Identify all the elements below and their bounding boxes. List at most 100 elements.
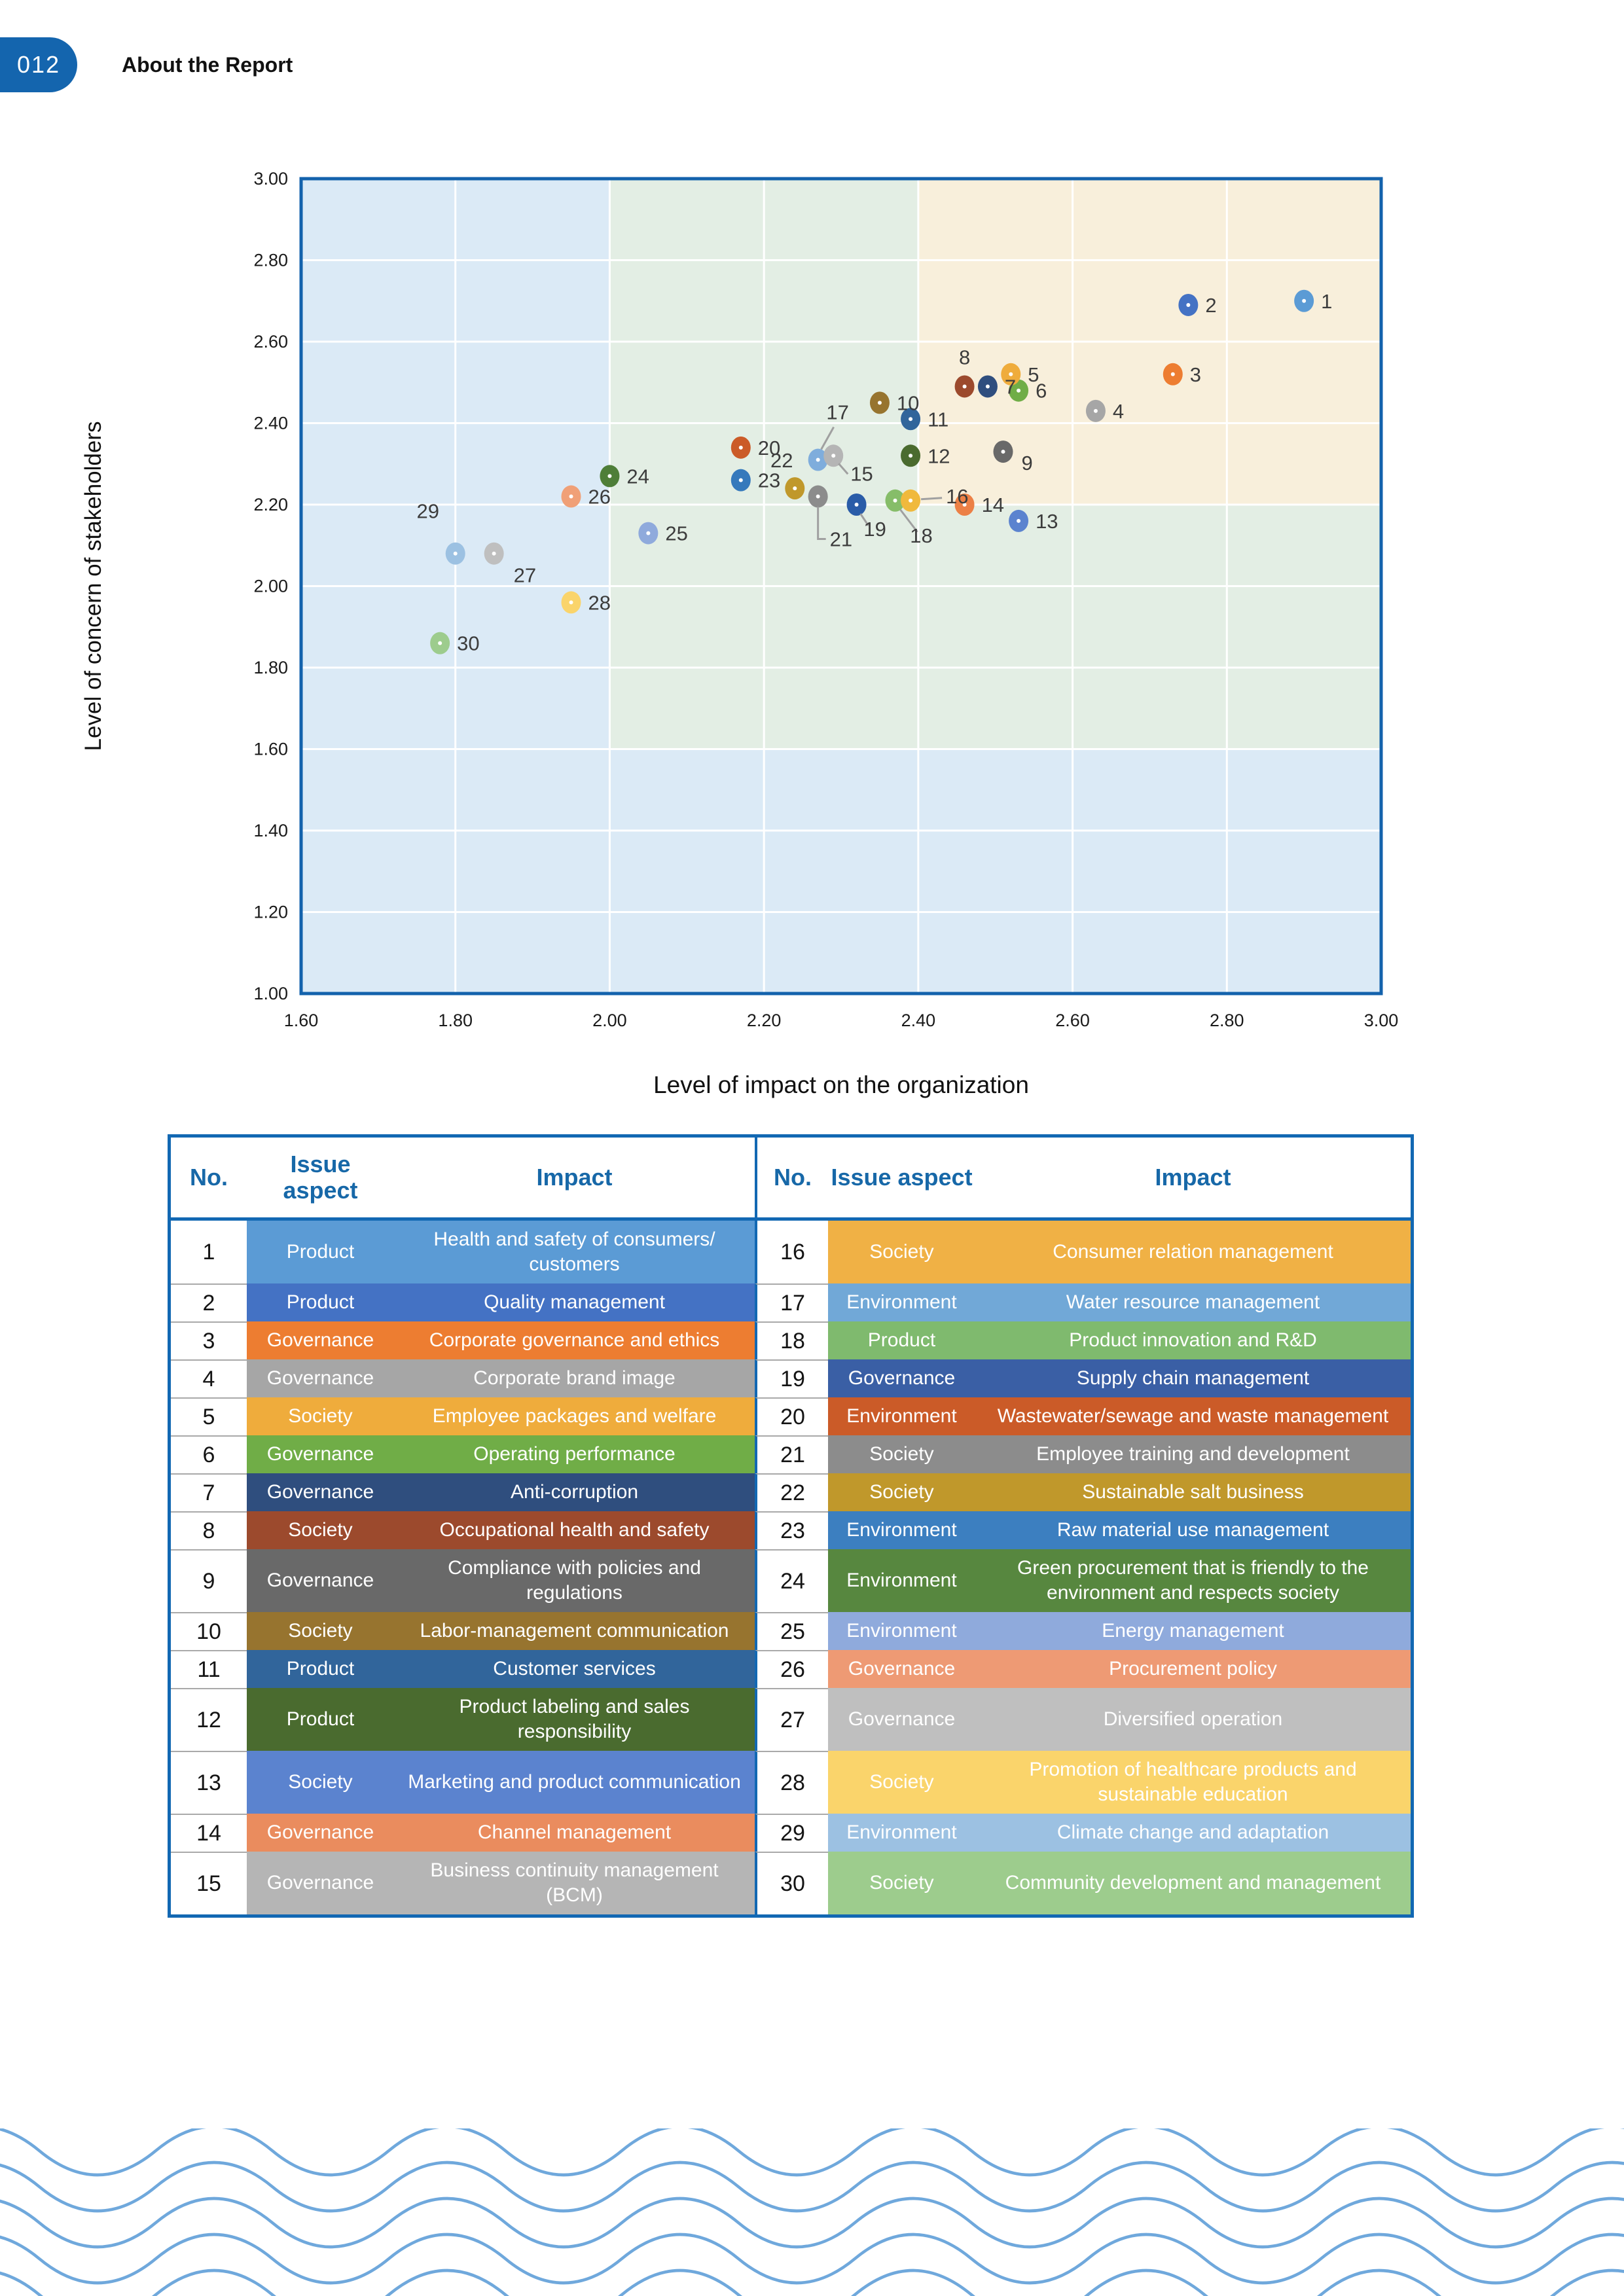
issue-aspect-22: Society bbox=[869, 1481, 934, 1503]
header-impact-right: Impact bbox=[1155, 1164, 1231, 1191]
scatter-point-dot bbox=[1017, 388, 1021, 393]
issue-aspect-26: Governance bbox=[848, 1658, 956, 1679]
leader-line-15 bbox=[838, 463, 849, 475]
issue-band-3: Governance Corporate governance and ethic… bbox=[247, 1321, 755, 1359]
issue-no-17: 17 bbox=[755, 1283, 828, 1321]
scatter-point-dot bbox=[909, 498, 913, 503]
point-label-20: 20 bbox=[758, 437, 780, 459]
issue-aspect-28: Society bbox=[869, 1771, 934, 1793]
scatter-plot: 1234567891011121314151617181920212223242… bbox=[81, 169, 1399, 1098]
issue-band-2: Product Quality management bbox=[247, 1283, 755, 1321]
scatter-point-dot bbox=[877, 401, 882, 405]
point-label-7: 7 bbox=[1005, 375, 1016, 398]
issue-no-23: 23 bbox=[755, 1511, 828, 1549]
issue-band-25: Environment Energy management bbox=[828, 1612, 1411, 1650]
issue-impact-16: Consumer relation management bbox=[1053, 1241, 1333, 1263]
x-tick-label: 3.00 bbox=[1364, 1011, 1399, 1030]
issue-no-14: 14 bbox=[171, 1814, 247, 1852]
point-label-16: 16 bbox=[946, 485, 968, 508]
point-label-9: 9 bbox=[1022, 452, 1033, 475]
scatter-point-dot bbox=[569, 600, 573, 605]
scatter-point-dot bbox=[1170, 372, 1175, 376]
issue-impact-7: Anti-corruption bbox=[510, 1481, 639, 1503]
issue-aspect-29: Environment bbox=[846, 1821, 957, 1843]
scatter-point-dot bbox=[738, 445, 743, 450]
wave-line bbox=[0, 2197, 1624, 2249]
point-label-13: 13 bbox=[1036, 510, 1058, 533]
y-tick-label: 1.80 bbox=[253, 658, 288, 677]
point-label-23: 23 bbox=[758, 469, 780, 492]
wave-line bbox=[0, 2128, 1624, 2177]
table-row-pair: 5 Society Employee packages and welfare 20 E… bbox=[171, 1397, 1411, 1435]
issue-aspect-7: Governance bbox=[266, 1481, 374, 1503]
issue-aspect-25: Environment bbox=[846, 1620, 957, 1641]
page-number-badge: 012 bbox=[0, 37, 77, 92]
issue-no-16: 16 bbox=[755, 1221, 828, 1283]
issue-impact-29: Climate change and adaptation bbox=[1056, 1821, 1329, 1843]
leader-line-18 bbox=[899, 509, 918, 533]
issue-aspect-12: Product bbox=[286, 1708, 355, 1730]
point-label-3: 3 bbox=[1190, 363, 1201, 386]
issue-impact-19: Supply chain management bbox=[1076, 1367, 1310, 1389]
issue-table-body: 1 Product Health and safety of consumers/ … bbox=[171, 1221, 1411, 1914]
point-label-17: 17 bbox=[826, 401, 848, 424]
table-row-pair: 14 Governance Channel management 29 Environm… bbox=[171, 1814, 1411, 1852]
leader-line-17 bbox=[820, 426, 835, 450]
issue-band-23: Environment Raw material use management bbox=[828, 1511, 1411, 1549]
issue-aspect-24: Environment bbox=[846, 1570, 957, 1591]
issue-impact-20: Wastewater/sewage and waste management bbox=[997, 1405, 1389, 1427]
issue-band-5: Society Employee packages and welfare bbox=[247, 1397, 755, 1435]
issue-no-25: 25 bbox=[755, 1612, 828, 1650]
issue-aspect-5: Society bbox=[288, 1405, 353, 1427]
point-label-2: 2 bbox=[1205, 294, 1216, 317]
issue-aspect-15: Governance bbox=[266, 1872, 374, 1893]
table-row-pair: 6 Governance Operating performance 21 Societ… bbox=[171, 1435, 1411, 1473]
x-tick-label: 2.00 bbox=[592, 1011, 627, 1030]
issue-band-15: Governance Business continuity management… bbox=[247, 1852, 755, 1914]
y-tick-label: 1.40 bbox=[253, 821, 288, 840]
issue-band-18: Product Product innovation and R&D bbox=[828, 1321, 1411, 1359]
materiality-matrix-chart: 1 2 3 4 5 6 7 8 9 10 11 12 13 14 15 16 17 18 19 20 21 22 23 24 2… bbox=[79, 154, 1407, 1109]
issue-band-26: Governance Procurement policy bbox=[828, 1650, 1411, 1688]
issue-impact-2: Quality management bbox=[484, 1291, 665, 1313]
issue-band-12: Product Product labeling and sales respon… bbox=[247, 1688, 755, 1751]
point-label-10: 10 bbox=[897, 391, 919, 414]
y-tick-label: 2.20 bbox=[253, 495, 288, 514]
point-label-27: 27 bbox=[514, 564, 536, 587]
point-label-1: 1 bbox=[1321, 290, 1332, 313]
issue-table: No. Issue aspect Impact No. Issue aspect… bbox=[168, 1134, 1414, 1918]
issue-impact-17: Water resource management bbox=[1066, 1291, 1320, 1313]
scatter-point-dot bbox=[854, 503, 859, 507]
scatter-point-dot bbox=[569, 494, 573, 499]
scatter-point-dot bbox=[1001, 450, 1005, 454]
scatter-point-dot bbox=[962, 503, 967, 507]
x-tick-label: 2.60 bbox=[1055, 1011, 1090, 1030]
issue-no-26: 26 bbox=[755, 1650, 828, 1688]
issue-impact-4: Corporate brand image bbox=[473, 1367, 676, 1389]
scatter-point-dot bbox=[909, 417, 913, 422]
issue-no-3: 3 bbox=[171, 1321, 247, 1359]
issue-aspect-2: Product bbox=[286, 1291, 355, 1313]
issue-impact-21: Employee training and development bbox=[1036, 1443, 1350, 1465]
issue-no-5: 5 bbox=[171, 1397, 247, 1435]
issue-impact-14: Channel management bbox=[477, 1821, 672, 1843]
issue-impact-18: Product innovation and R&D bbox=[1069, 1329, 1317, 1351]
issue-no-21: 21 bbox=[755, 1435, 828, 1473]
issue-no-30: 30 bbox=[755, 1852, 828, 1914]
table-row-pair: 12 Product Product labeling and sales resp… bbox=[171, 1688, 1411, 1751]
x-tick-label: 2.20 bbox=[747, 1011, 782, 1030]
leader-line-21 bbox=[817, 507, 826, 541]
issue-impact-8: Occupational health and safety bbox=[439, 1519, 710, 1541]
header-impact-left: Impact bbox=[536, 1164, 613, 1191]
point-label-4: 4 bbox=[1113, 400, 1124, 423]
table-row-pair: 13 Society Marketing and product communica… bbox=[171, 1751, 1411, 1814]
table-row-pair: 9 Governance Compliance with policies and … bbox=[171, 1549, 1411, 1612]
issue-no-2: 2 bbox=[171, 1283, 247, 1321]
issue-band-9: Governance Compliance with policies and r… bbox=[247, 1549, 755, 1612]
point-label-18: 18 bbox=[910, 524, 932, 547]
issue-impact-26: Procurement policy bbox=[1109, 1658, 1277, 1679]
x-axis-title: Level of impact on the organization bbox=[653, 1071, 1029, 1098]
scatter-point-dot bbox=[793, 486, 797, 491]
point-label-24: 24 bbox=[626, 465, 649, 488]
scatter-point-dot bbox=[816, 494, 820, 499]
